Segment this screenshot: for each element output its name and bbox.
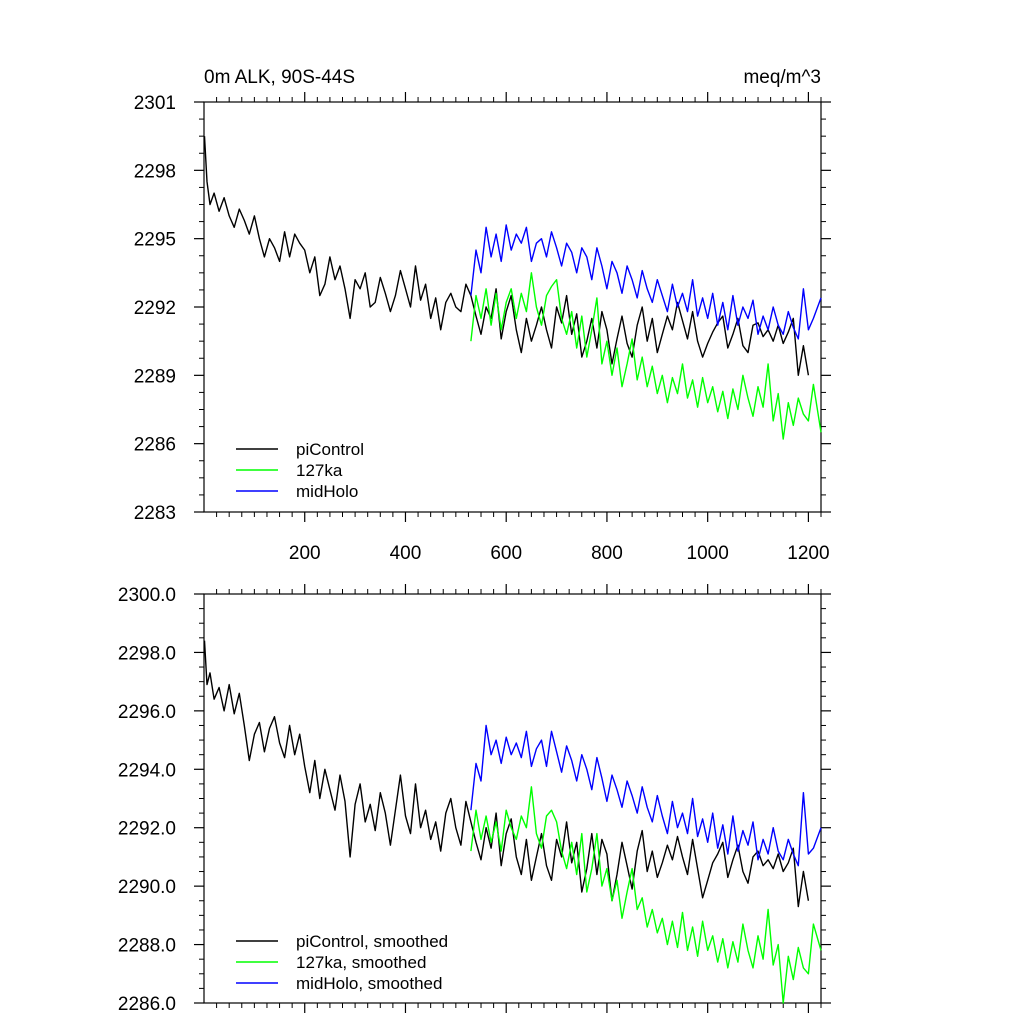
y-tick-label: 2301 [134, 93, 176, 114]
series-line-1 [470, 786, 822, 1004]
y-tick-label: 2290.0 [118, 877, 176, 898]
y-tick-label: 2294.0 [118, 760, 176, 781]
x-tick-label: 400 [390, 543, 422, 564]
series-line-1 [470, 272, 822, 440]
y-tick-label: 2292 [134, 298, 176, 319]
y-tick-label: 2300.0 [118, 585, 176, 606]
y-tick-label: 2286.0 [118, 994, 176, 1015]
y-tick-label: 2292.0 [118, 819, 176, 840]
y-tick-label: 2288.0 [118, 936, 176, 957]
legend-label: 127ka [296, 461, 343, 480]
x-tick-label: 1200 [787, 543, 829, 564]
y-tick-label: 2298 [134, 161, 176, 182]
chart-title-right: meq/m^3 [743, 67, 821, 88]
y-tick-label: 2295 [134, 230, 176, 251]
series-line-0 [203, 640, 810, 908]
legend-label: midHolo [296, 482, 358, 501]
chart-panel-top: 0m ALK, 90S-44S meq/m^3 200 400 600 800 1000… [134, 67, 831, 564]
legend-label: 127ka, smoothed [296, 953, 426, 972]
legend-label: midHolo, smoothed [296, 974, 442, 993]
chart-title-left: 0m ALK, 90S-44S [204, 67, 355, 88]
chart-panel-bottom: 2286.0 2288.0 2290.0 2292.0 2294.0 2296.0 2298… [118, 584, 831, 1015]
x-tick-label: 600 [490, 543, 522, 564]
y-tick-label: 2298.0 [118, 643, 176, 664]
series-line-0 [203, 136, 810, 376]
y-tick-label: 2283 [134, 503, 176, 524]
y-tick-label: 2286 [134, 435, 176, 456]
series-line-2 [470, 724, 822, 867]
y-tick-label: 2296.0 [118, 702, 176, 723]
legend-label: piControl, smoothed [296, 932, 448, 951]
x-tick-label: 800 [591, 543, 623, 564]
legend-label: piControl [296, 440, 364, 459]
y-tick-label: 2289 [134, 366, 176, 387]
x-tick-label: 1000 [687, 543, 729, 564]
series-line-2 [470, 224, 822, 340]
x-tick-label: 200 [289, 543, 321, 564]
